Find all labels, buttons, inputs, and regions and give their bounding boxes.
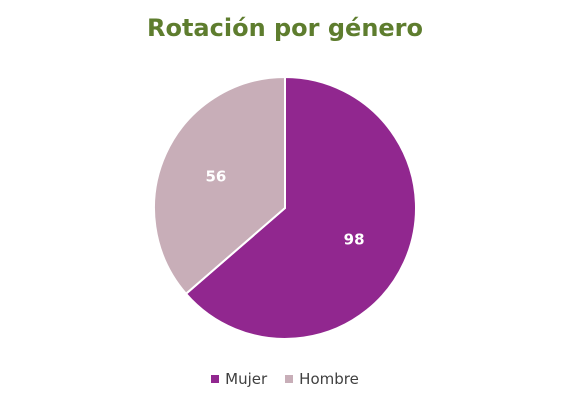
legend-swatch-hombre bbox=[285, 375, 294, 383]
legend-label-mujer: Mujer bbox=[225, 370, 268, 388]
data-label-mujer: 98 bbox=[344, 231, 365, 249]
legend: Mujer Hombre bbox=[0, 370, 570, 388]
legend-item-hombre: Hombre bbox=[285, 370, 359, 388]
legend-label-hombre: Hombre bbox=[299, 370, 359, 388]
legend-swatch-mujer bbox=[211, 375, 220, 383]
chart-title: Rotación por género bbox=[146, 14, 424, 42]
pie-slice-mujer bbox=[184, 75, 417, 340]
legend-item-mujer: Mujer bbox=[211, 370, 267, 388]
pie-slice-hombre bbox=[153, 75, 286, 296]
data-label-hombre: 56 bbox=[205, 167, 226, 185]
